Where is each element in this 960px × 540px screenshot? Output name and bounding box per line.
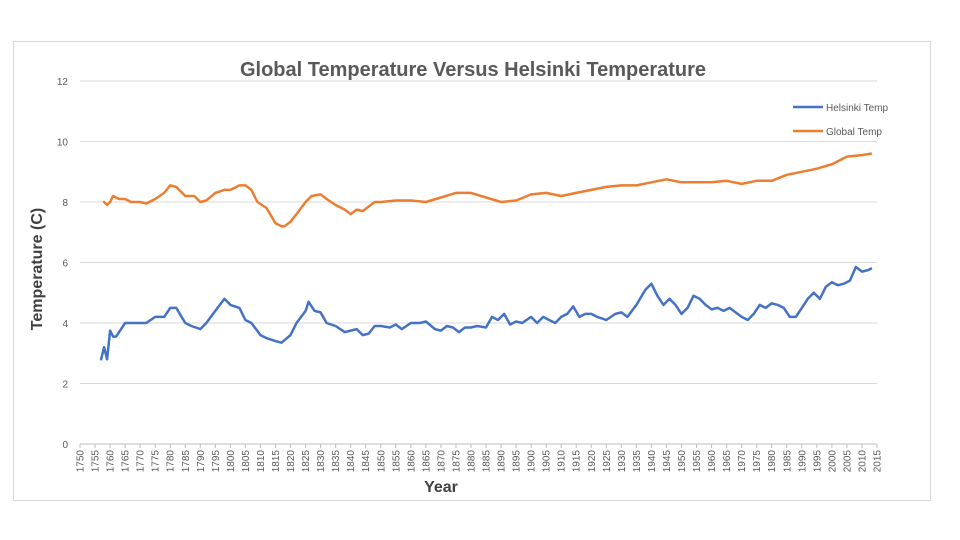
x-tick-label: 1990: [797, 450, 808, 473]
x-tick-label: 1770: [136, 450, 147, 473]
gridlines: [80, 80, 877, 445]
x-tick-label: 1780: [166, 450, 177, 473]
x-tick-label: 1965: [722, 450, 733, 473]
x-tick-label: 1800: [226, 450, 237, 473]
x-tick-label: 1805: [241, 450, 252, 473]
x-tick-label: 1785: [181, 450, 192, 473]
x-tick-label: 1850: [376, 450, 387, 473]
x-tick-label: 1940: [647, 450, 658, 473]
x-tick-label: 1885: [482, 450, 493, 473]
x-tick-label: 1895: [512, 450, 523, 473]
x-tick-label: 1760: [106, 450, 117, 473]
x-tick-label: 1905: [542, 450, 553, 473]
y-tick-label: 2: [62, 380, 68, 391]
x-tick-label: 1755: [91, 450, 102, 473]
x-tick-label: 1810: [256, 450, 267, 473]
x-tick-label: 2010: [857, 450, 868, 473]
x-tick-label: 1960: [707, 450, 718, 473]
x-tick-label: 1830: [316, 450, 327, 473]
x-tick-label: 2015: [873, 450, 884, 473]
x-tick-label: 1975: [752, 450, 763, 473]
x-tick-label: 1875: [451, 450, 462, 473]
x-tick-label: 1935: [632, 450, 643, 473]
x-tick-label: 1835: [331, 450, 342, 473]
x-tick-label: 1865: [421, 450, 432, 473]
x-tick-label: 1840: [346, 450, 357, 473]
x-tick-label: 1790: [196, 450, 207, 473]
x-tick-label: 1925: [602, 450, 613, 473]
x-tick-label: 2005: [842, 450, 853, 473]
x-tick-label: 1890: [497, 450, 508, 473]
x-tick-label: 1825: [301, 450, 312, 473]
x-tick-label: 1995: [812, 450, 823, 473]
x-tick-label: 1910: [557, 450, 568, 473]
x-tick-label: 1955: [692, 450, 703, 473]
x-tick-label: 1915: [572, 450, 583, 473]
x-tick-label: 2000: [827, 450, 838, 473]
x-axis-title: Year: [424, 479, 458, 496]
chart-frame: [13, 41, 931, 501]
series-lines: [99, 152, 873, 361]
legend: Helsinki Temp Global Temp: [793, 103, 888, 138]
x-axis-ticks: 1750 1755 1760 1765 1770 1775 1780 1785 1790 1795…: [76, 444, 884, 472]
y-axis-ticks: 0 2 4 6 8 10 12: [57, 77, 69, 451]
x-tick-label: 1775: [151, 450, 162, 473]
x-tick-label: 1815: [271, 450, 282, 473]
y-axis-title: Temperature (C): [29, 208, 46, 330]
x-tick-label: 1945: [662, 450, 673, 473]
x-tick-label: 1870: [436, 450, 447, 473]
series-line-1: [102, 152, 873, 228]
x-tick-label: 1930: [617, 450, 628, 473]
series-line-0: [99, 265, 873, 361]
x-tick-label: 1900: [527, 450, 538, 473]
x-tick-label: 1920: [587, 450, 598, 473]
y-tick-label: 8: [62, 198, 68, 209]
x-tick-label: 1765: [121, 450, 132, 473]
chart-title: Global Temperature Versus Helsinki Tempe…: [240, 59, 706, 81]
x-tick-label: 1795: [211, 450, 222, 473]
y-tick-label: 10: [57, 138, 69, 149]
legend-label: Helsinki Temp: [826, 103, 888, 114]
x-tick-label: 1860: [406, 450, 417, 473]
x-tick-label: 1980: [767, 450, 778, 473]
y-tick-label: 4: [62, 319, 68, 330]
x-tick-label: 1985: [782, 450, 793, 473]
y-tick-label: 6: [62, 259, 68, 270]
x-tick-label: 1855: [391, 450, 402, 473]
y-tick-label: 12: [57, 77, 69, 88]
x-tick-label: 1820: [286, 450, 297, 473]
x-tick-label: 1880: [466, 450, 477, 473]
x-tick-label: 1845: [361, 450, 372, 473]
x-tick-label: 1750: [76, 450, 87, 473]
x-tick-label: 1950: [677, 450, 688, 473]
legend-label: Global Temp: [826, 127, 882, 138]
y-tick-label: 0: [62, 440, 68, 451]
x-tick-label: 1970: [737, 450, 748, 473]
